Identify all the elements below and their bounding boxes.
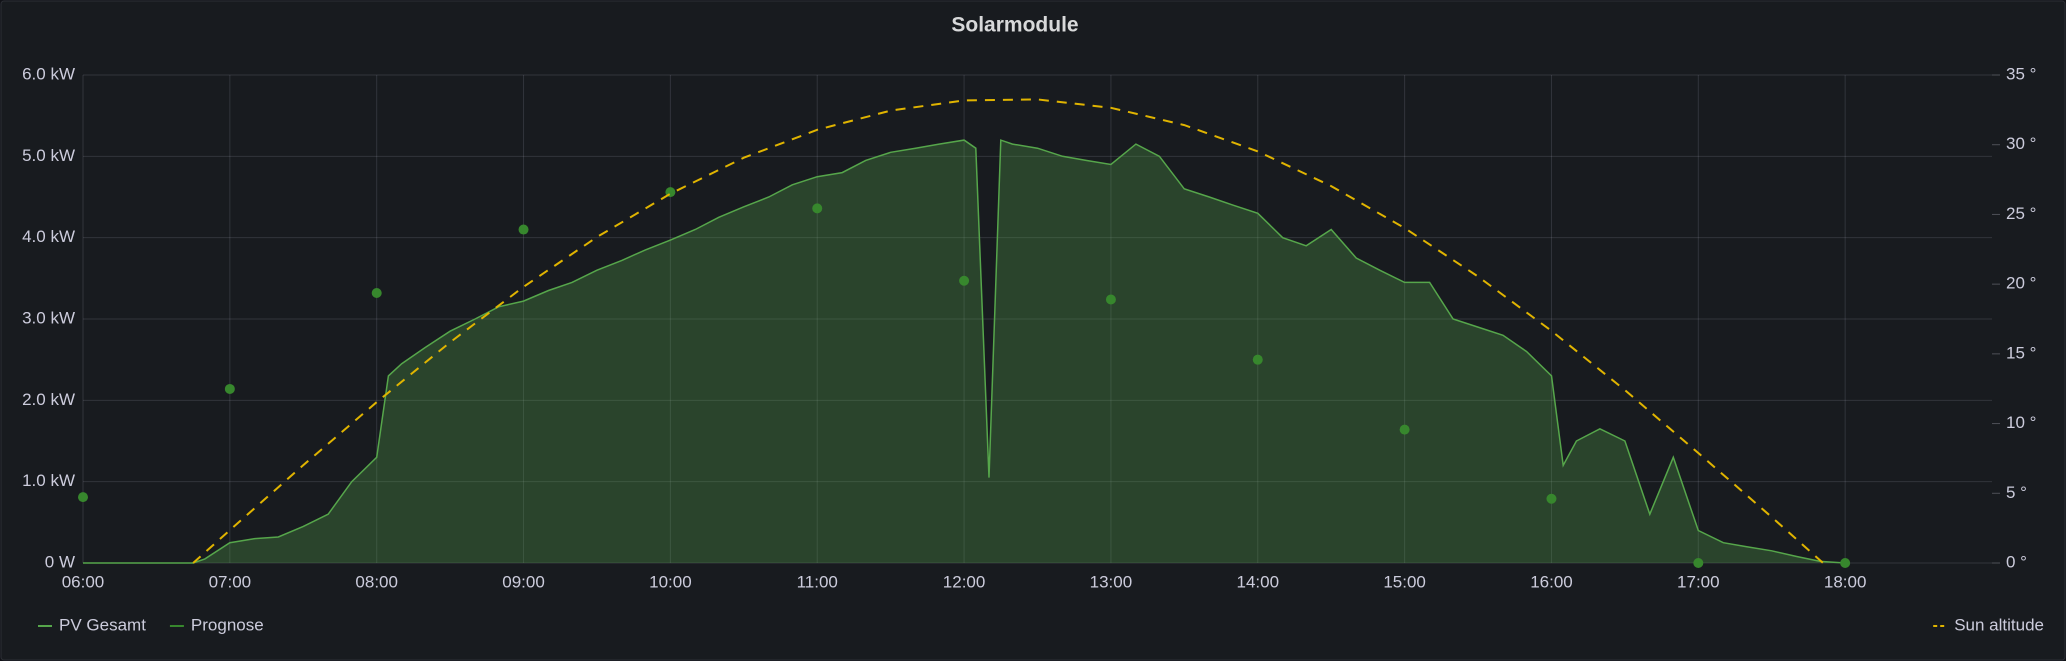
x-tick-label: 16:00 [1530,572,1573,591]
legend-label: Prognose [191,615,264,634]
y2-tick-label: 30 ° [2006,134,2036,153]
area-fill [83,140,1846,563]
x-tick-label: 10:00 [649,572,692,591]
y-tick-label: 0 W [45,552,75,571]
x-tick-label: 15:00 [1383,572,1426,591]
x-tick-label: 18:00 [1824,572,1867,591]
point [78,492,88,503]
y2-tick-label: 0 ° [2006,552,2027,571]
point [1546,493,1557,504]
legend-label: Sun altitude [1954,615,2044,634]
x-tick-label: 14:00 [1236,572,1279,591]
x-tick-label: 17:00 [1677,572,1720,591]
y2-tick-label: 25 ° [2006,204,2036,223]
x-tick-label: 07:00 [209,572,252,591]
point [959,275,970,286]
x-tick-label: 08:00 [355,572,398,591]
point [518,224,529,235]
point [1105,294,1116,305]
y-tick-label: 4.0 kW [22,227,75,246]
y-tick-label: 5.0 kW [22,146,75,165]
x-tick-label: 12:00 [943,572,986,591]
y-tick-label: 2.0 kW [22,390,75,409]
y-tick-label: 6.0 kW [22,64,75,83]
y2-tick-label: 15 ° [2006,343,2036,362]
point [1840,558,1851,568]
point [371,287,382,298]
chart-title: Solarmodule [951,14,1078,37]
y-tick-label: 3.0 kW [22,308,75,327]
point [1252,354,1263,365]
x-tick-label: 11:00 [797,572,838,591]
y2-tick-label: 35 ° [2006,64,2036,83]
point [1399,424,1410,435]
x-tick-label: 09:00 [502,572,545,591]
y2-tick-label: 10 ° [2006,413,2036,432]
y2-tick-label: 5 ° [2006,483,2027,502]
point [812,203,823,214]
x-tick-label: 13:00 [1090,572,1133,591]
y-tick-label: 1.0 kW [22,471,75,490]
point [224,383,235,394]
legend-label: PV Gesamt [59,615,146,634]
point [1693,558,1704,568]
series-line [83,139,1846,564]
x-tick-label: 06:00 [62,572,105,591]
y2-tick-label: 20 ° [2006,274,2036,293]
